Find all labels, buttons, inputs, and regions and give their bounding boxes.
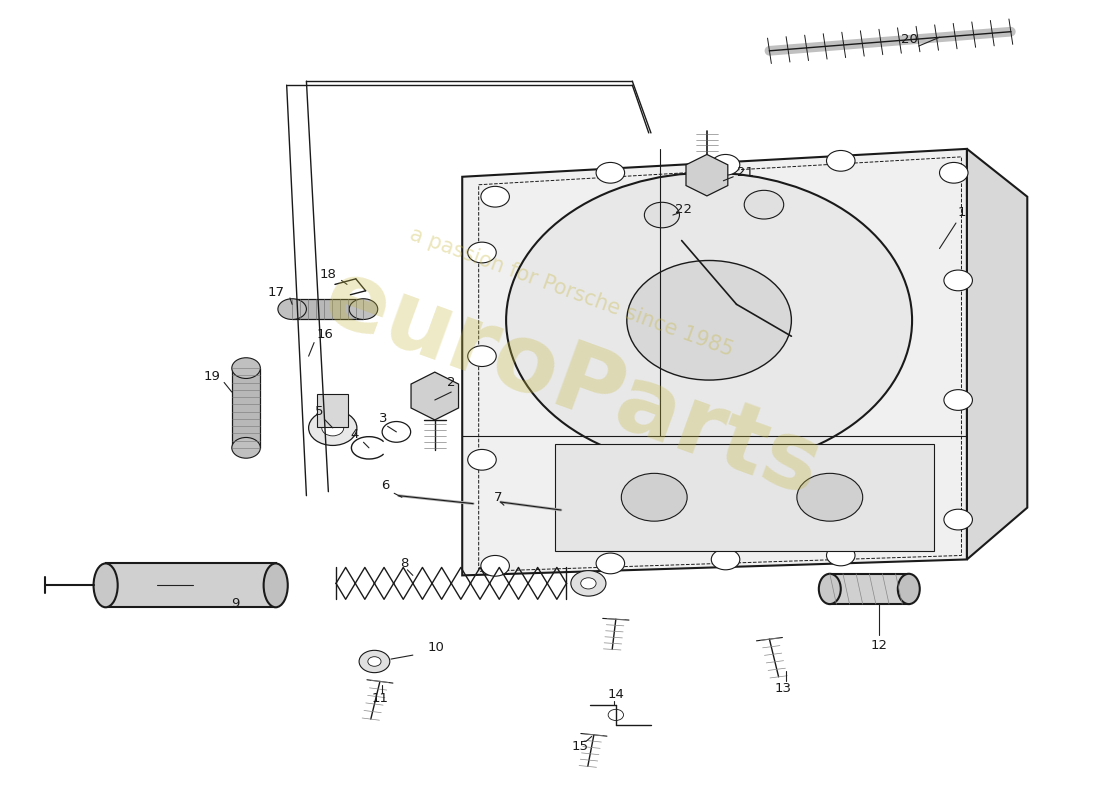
Bar [293,298,363,319]
Polygon shape [967,149,1027,559]
Circle shape [581,578,596,589]
Bar [318,394,348,427]
Circle shape [596,162,625,183]
Bar [106,563,276,607]
Text: 17: 17 [267,286,284,299]
Bar [556,444,934,551]
Text: 10: 10 [428,641,444,654]
Circle shape [468,450,496,470]
Polygon shape [686,154,728,196]
Circle shape [468,242,496,263]
Circle shape [481,555,509,576]
Circle shape [232,438,261,458]
Text: 5: 5 [316,406,323,418]
Text: 11: 11 [372,693,388,706]
Circle shape [627,261,791,380]
Circle shape [796,474,862,521]
Circle shape [712,549,740,570]
Text: 20: 20 [902,33,918,46]
Circle shape [596,553,625,574]
Circle shape [359,650,389,673]
Text: 7: 7 [494,490,503,504]
Circle shape [309,410,356,446]
Text: 15: 15 [571,740,588,754]
Text: 1: 1 [957,206,966,219]
Ellipse shape [818,574,840,604]
Text: 14: 14 [607,689,625,702]
Text: 6: 6 [382,479,389,492]
Circle shape [571,570,606,596]
Text: a passion for Porsche since 1985: a passion for Porsche since 1985 [407,224,737,361]
Circle shape [322,420,343,436]
Circle shape [712,154,740,175]
Text: 21: 21 [737,166,754,179]
Polygon shape [411,372,459,420]
Bar [829,574,909,604]
Circle shape [608,710,624,721]
Ellipse shape [898,574,920,604]
Text: 9: 9 [231,597,240,610]
Circle shape [939,162,968,183]
Polygon shape [462,149,967,575]
Circle shape [367,657,381,666]
Text: 3: 3 [379,412,387,425]
Text: 16: 16 [317,328,333,341]
Circle shape [944,390,972,410]
Text: euroParts: euroParts [311,252,833,517]
Text: 4: 4 [351,428,359,441]
Circle shape [826,545,855,566]
Circle shape [506,173,912,468]
Text: 18: 18 [320,267,337,281]
Text: 2: 2 [447,376,455,389]
Circle shape [944,510,972,530]
Circle shape [481,186,509,207]
Text: 8: 8 [400,557,408,570]
Text: 19: 19 [204,370,220,382]
Bar [232,368,261,448]
Circle shape [944,270,972,290]
Circle shape [621,474,688,521]
Text: 13: 13 [774,682,791,695]
Circle shape [349,298,377,319]
Circle shape [468,346,496,366]
Circle shape [232,358,261,378]
Circle shape [826,150,855,171]
Text: 12: 12 [871,639,888,652]
Circle shape [745,190,783,219]
Ellipse shape [264,563,288,607]
Ellipse shape [94,563,118,607]
Circle shape [645,202,680,228]
Circle shape [278,298,307,319]
Text: 22: 22 [675,203,692,216]
